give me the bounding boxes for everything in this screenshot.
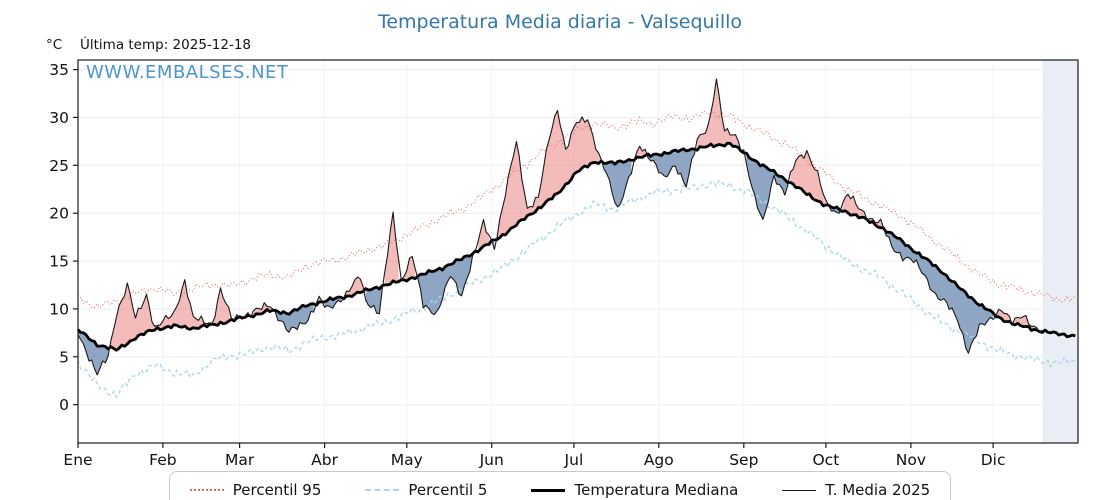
svg-text:Ago: Ago (644, 451, 674, 469)
svg-text:25: 25 (49, 157, 69, 175)
svg-text:Nov: Nov (896, 451, 926, 469)
legend-label-percentil-95: Percentil 95 (232, 481, 322, 499)
legend: Percentil 95 Percentil 5 Temperatura Med… (0, 471, 1120, 500)
legend-label-t-media-2025: T. Media 2025 (825, 481, 931, 499)
legend-box: Percentil 95 Percentil 5 Temperatura Med… (168, 471, 952, 500)
svg-text:Jun: Jun (479, 451, 504, 469)
y-axis-unit-label: °C (46, 37, 63, 53)
svg-text:35: 35 (49, 61, 69, 79)
legend-item-percentil-5: Percentil 5 (365, 481, 487, 499)
svg-text:Jul: Jul (564, 451, 584, 469)
svg-text:Abr: Abr (311, 451, 338, 469)
svg-text:10: 10 (49, 300, 69, 318)
svg-text:Dic: Dic (981, 451, 1006, 469)
svg-text:15: 15 (49, 253, 69, 271)
watermark: WWW.EMBALSES.NET (86, 62, 289, 83)
legend-item-t-media-2025: T. Media 2025 (782, 481, 930, 499)
svg-text:Oct: Oct (812, 451, 839, 469)
legend-label-temperatura-mediana: Temperatura Mediana (574, 481, 739, 499)
svg-text:Mar: Mar (225, 451, 255, 469)
legend-item-percentil-95: Percentil 95 (189, 481, 322, 499)
chart-title: Temperatura Media diaria - Valsequillo (377, 11, 743, 33)
svg-text:Sep: Sep (729, 451, 758, 469)
svg-text:0: 0 (59, 396, 69, 414)
svg-text:Feb: Feb (149, 451, 176, 469)
last-temp-label: Última temp: 2025-12-18 (80, 37, 252, 53)
percentil-95-line-swatch (189, 489, 224, 491)
legend-label-percentil-5: Percentil 5 (408, 481, 488, 499)
svg-text:Ene: Ene (63, 451, 92, 469)
t-media-2025-line-swatch (782, 489, 817, 491)
temperatura-mediana-line-swatch (531, 488, 566, 492)
svg-text:30: 30 (49, 109, 69, 127)
legend-item-temperatura-mediana: Temperatura Mediana (531, 481, 738, 499)
svg-text:May: May (391, 451, 423, 469)
svg-text:5: 5 (59, 348, 69, 366)
percentil-5-line-swatch (365, 489, 400, 491)
svg-text:20: 20 (49, 205, 69, 223)
